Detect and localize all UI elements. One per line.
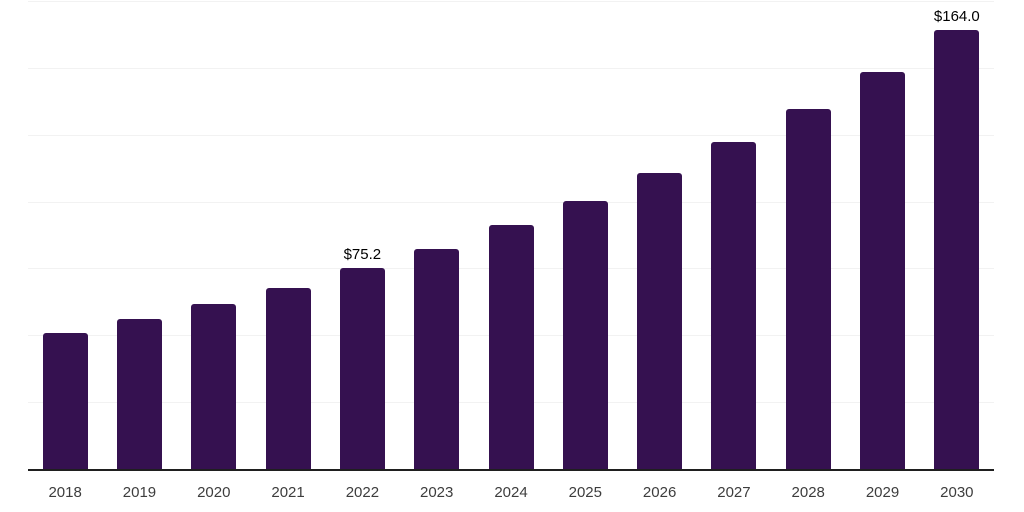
bar-value-label-2030: $164.0 xyxy=(933,8,980,26)
bar-2029 xyxy=(860,71,906,469)
bar-2022 xyxy=(339,267,385,469)
x-tick-label-2030: 2030 xyxy=(940,484,974,501)
x-tick-label-2020: 2020 xyxy=(197,484,231,501)
x-tick-label-2022: 2022 xyxy=(345,484,380,501)
x-axis-line xyxy=(28,469,994,471)
bar-2030 xyxy=(934,30,980,469)
bar-2019 xyxy=(116,318,162,469)
x-tick-label-2029: 2029 xyxy=(865,484,900,501)
gridline xyxy=(28,201,994,203)
bar-2018 xyxy=(42,332,88,469)
bar-2025 xyxy=(562,200,608,469)
x-tick-label-2027: 2027 xyxy=(717,484,751,501)
x-tick-label-2028: 2028 xyxy=(791,484,825,501)
bar-2026 xyxy=(637,172,683,469)
gridline xyxy=(28,134,994,136)
x-tick-label-2024: 2024 xyxy=(494,484,528,501)
gridline xyxy=(28,1,994,2)
x-tick-label-2019: 2019 xyxy=(122,484,157,501)
x-tick-label-2018: 2018 xyxy=(48,484,82,501)
x-tick-label-2021: 2021 xyxy=(271,484,305,501)
bar-2020 xyxy=(191,303,237,469)
bar-2027 xyxy=(711,141,757,469)
gridline xyxy=(28,67,994,69)
x-tick-label-2026: 2026 xyxy=(642,484,677,501)
x-tick-label-2023: 2023 xyxy=(420,484,454,501)
x-tick-label-2025: 2025 xyxy=(568,484,602,501)
bar-2023 xyxy=(414,248,460,469)
bar-2024 xyxy=(488,224,534,469)
bar-2028 xyxy=(785,108,831,469)
bar-value-label-2022: $75.2 xyxy=(343,245,382,263)
bar-2021 xyxy=(265,287,311,469)
